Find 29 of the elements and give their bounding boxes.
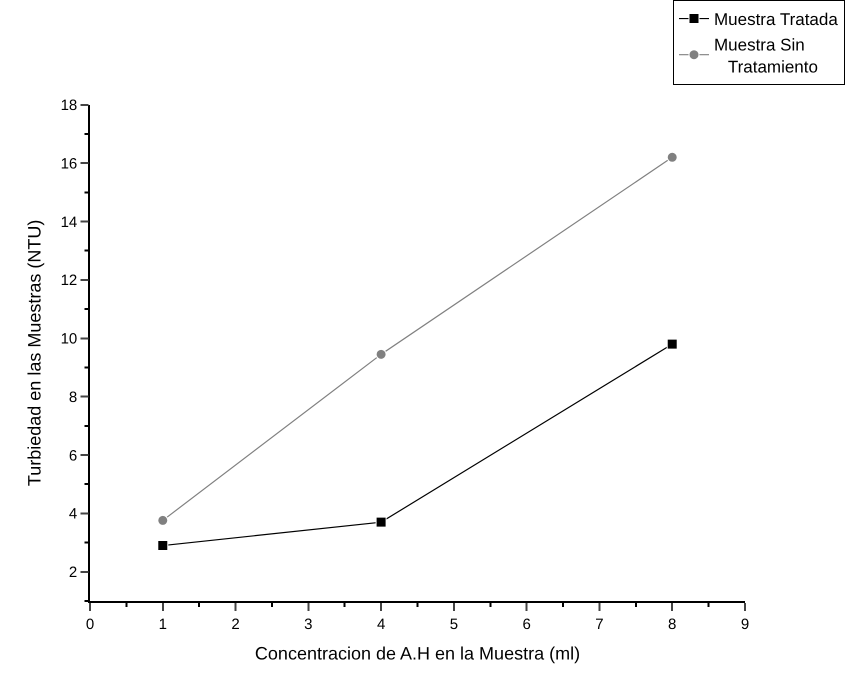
- x-tick-label: 4: [376, 616, 386, 633]
- point: [666, 338, 678, 350]
- x-tick-label: 8: [668, 616, 676, 633]
- y-tick-label: 16: [60, 155, 78, 172]
- y-tick-label: 8: [68, 388, 78, 406]
- legend-label: Muestra Tratada: [714, 10, 838, 30]
- x-tick-label: 7: [595, 616, 604, 633]
- y-tick-label: 4: [68, 506, 78, 523]
- x-tick-label: 0: [86, 616, 94, 633]
- point: [666, 152, 678, 163]
- x-tick-label: 3: [304, 616, 312, 633]
- x-axis-title: Concentracion de A.H en la Muestra (ml): [254, 643, 580, 664]
- y-axis-title: Turbiedad en las Muestras (NTU): [24, 220, 44, 486]
- y-tick-label: 18: [60, 97, 78, 114]
- y-tick-label: 6: [68, 447, 78, 464]
- y-tick-label: 10: [60, 330, 78, 348]
- x-tick-label: 1: [158, 616, 167, 633]
- x-tick-label: 6: [522, 616, 531, 633]
- x-tick-label: 9: [740, 616, 750, 633]
- point: [376, 348, 387, 360]
- legend-label: Muestra Sin Tratamiento: [714, 35, 818, 76]
- point: [157, 514, 168, 526]
- y-tick-label: 12: [60, 272, 78, 290]
- x-tick-label: 2: [231, 616, 240, 633]
- point: [376, 516, 387, 528]
- x-tick-label: 5: [450, 616, 458, 633]
- y-tick-label: 2: [68, 564, 78, 582]
- point: [157, 540, 168, 552]
- y-tick-label: 14: [60, 214, 78, 231]
